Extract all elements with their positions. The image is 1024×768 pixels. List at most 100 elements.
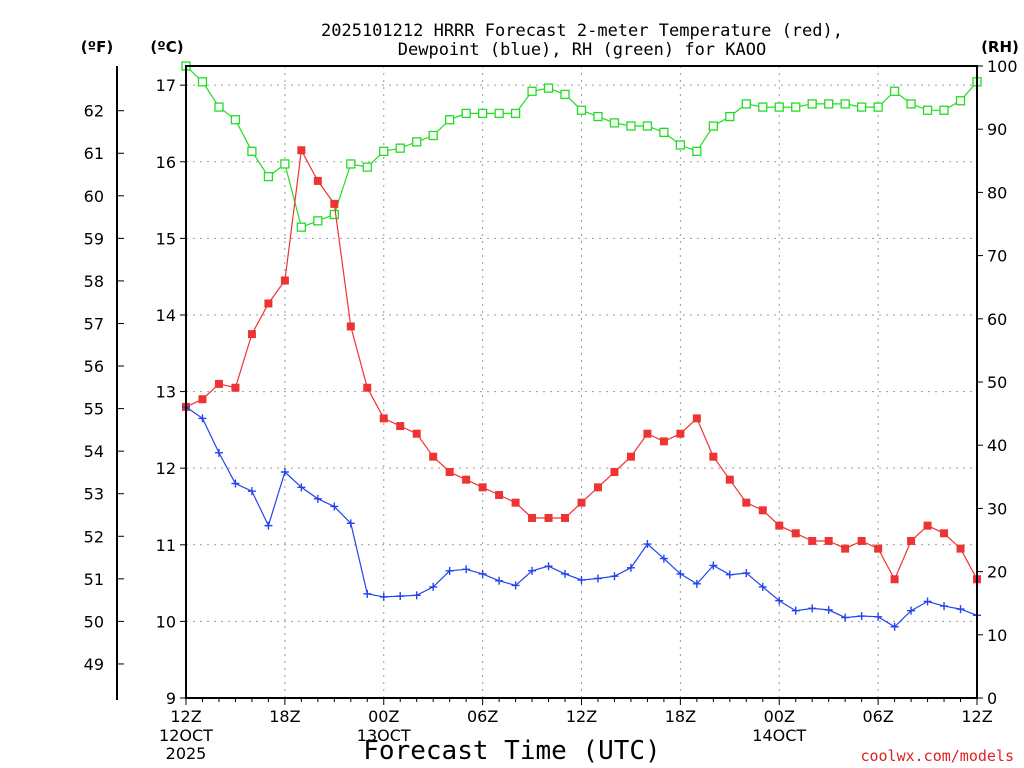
- dewpoint-point: [857, 612, 866, 621]
- rh-point: [922, 105, 933, 115]
- celsius-ticks: 9 10 11 12 13 14 15 16 17: [156, 76, 186, 708]
- celsius-tick-label: 11: [156, 536, 176, 555]
- rh-tick-label: 90: [987, 120, 1007, 139]
- celsius-tick-label: 10: [156, 612, 176, 631]
- rh-point: [527, 86, 537, 96]
- rh-point: [840, 99, 850, 109]
- rh-tick-label: 70: [987, 247, 1007, 266]
- celsius-tick-label: 9: [166, 689, 176, 708]
- dewpoint-point: [280, 468, 289, 477]
- rh-point: [263, 171, 274, 182]
- rh-point: [955, 96, 966, 106]
- time-year-label: 2025: [166, 744, 207, 763]
- dewpoint-point: [462, 565, 471, 574]
- celsius-tick-label: 16: [156, 153, 176, 172]
- rh-point: [346, 159, 356, 169]
- rh-ticks: 0 10 20 30 40 50 60 70 80 90 100: [977, 57, 1018, 708]
- dewpoint-point: [429, 582, 438, 591]
- dewpoint-point: [659, 554, 668, 563]
- time-tick-label: 12Z: [961, 707, 992, 726]
- dewpoint-point: [412, 591, 421, 600]
- dewpoint-point: [808, 604, 817, 613]
- temperature-point: [247, 330, 256, 339]
- dewpoint-point: [445, 566, 454, 575]
- temperature-point: [692, 414, 701, 423]
- temperature-point: [742, 498, 751, 507]
- rh-point: [791, 102, 801, 112]
- dewpoint-point: [379, 592, 388, 601]
- rh-point: [889, 86, 900, 96]
- dewpoint-point: [528, 566, 537, 575]
- rh-point: [741, 99, 751, 109]
- temperature-point: [214, 379, 223, 388]
- fahrenheit-tick-label: 60: [84, 187, 104, 206]
- temperature-point: [363, 383, 372, 392]
- fahrenheit-tick-label: 53: [84, 485, 104, 504]
- rh-tick-label: 20: [987, 563, 1007, 582]
- temperature-point: [758, 506, 767, 515]
- temperature-point: [808, 536, 817, 545]
- rh-point: [939, 105, 949, 115]
- rh-point: [296, 222, 307, 232]
- temperature-point: [379, 414, 388, 423]
- dewpoint-point: [692, 579, 701, 588]
- temperature-point: [824, 536, 833, 545]
- rh-tick-label: 0: [987, 689, 997, 708]
- temperature-series: [182, 146, 981, 584]
- temperature-point: [462, 475, 471, 484]
- rh-point: [543, 83, 554, 93]
- rh-tick-label: 80: [987, 183, 1007, 202]
- dewpoint-point: [593, 574, 602, 583]
- rh-point: [609, 118, 620, 128]
- fahrenheit-ticks: 49 50 51 52 53 54 55 56 57 58 59 60 61 62: [84, 102, 124, 674]
- rh-point: [395, 143, 405, 153]
- rh-point: [856, 102, 867, 112]
- celsius-tick-label: 13: [156, 383, 176, 402]
- temperature-point: [511, 498, 520, 507]
- dewpoint-point: [775, 596, 784, 605]
- temperature-point: [495, 490, 504, 499]
- x-axis-title: Forecast Time (UTC): [363, 736, 660, 766]
- temperature-point: [857, 536, 866, 545]
- dewpoint-point: [709, 561, 718, 570]
- rh-point: [477, 108, 488, 119]
- temperature-point: [528, 513, 537, 522]
- rh-point: [708, 121, 718, 131]
- dewpoint-point: [478, 569, 487, 578]
- dewpoint-point: [923, 597, 932, 606]
- rh-point: [197, 77, 208, 87]
- rh-point: [626, 121, 636, 131]
- fahrenheit-tick-label: 58: [84, 272, 104, 291]
- dewpoint-point: [313, 494, 322, 503]
- rh-tick-label: 100: [987, 57, 1018, 76]
- dewpoint-point: [940, 602, 949, 611]
- plot-frame: [185, 65, 978, 699]
- fahrenheit-tick-label: 52: [84, 527, 104, 546]
- dewpoint-point: [841, 613, 850, 622]
- dewpoint-point: [544, 562, 553, 571]
- rh-point: [412, 137, 422, 147]
- temperature-point: [709, 452, 718, 461]
- temperature-point: [940, 529, 949, 538]
- dewpoint-point: [561, 569, 570, 578]
- temperature-point: [297, 146, 306, 155]
- temperature-point: [874, 544, 883, 553]
- dewpoint-point: [676, 569, 685, 578]
- rh-point: [494, 108, 504, 119]
- dewpoint-point: [742, 569, 751, 578]
- temperature-point: [412, 429, 421, 438]
- temperature-point: [676, 429, 685, 438]
- dewpoint-point: [346, 519, 355, 528]
- dewpoint-point: [297, 483, 306, 492]
- rh-point: [362, 162, 372, 172]
- rh-point: [445, 115, 455, 125]
- rh-point: [758, 102, 768, 112]
- celsius-tick-label: 15: [156, 229, 176, 248]
- rh-tick-label: 60: [987, 310, 1007, 329]
- dewpoint-point: [643, 540, 652, 549]
- dewpoint-line: [185, 406, 978, 628]
- credit-text: coolwx.com/models: [860, 747, 1014, 765]
- rh-point: [725, 111, 735, 122]
- dewpoint-point: [495, 576, 504, 585]
